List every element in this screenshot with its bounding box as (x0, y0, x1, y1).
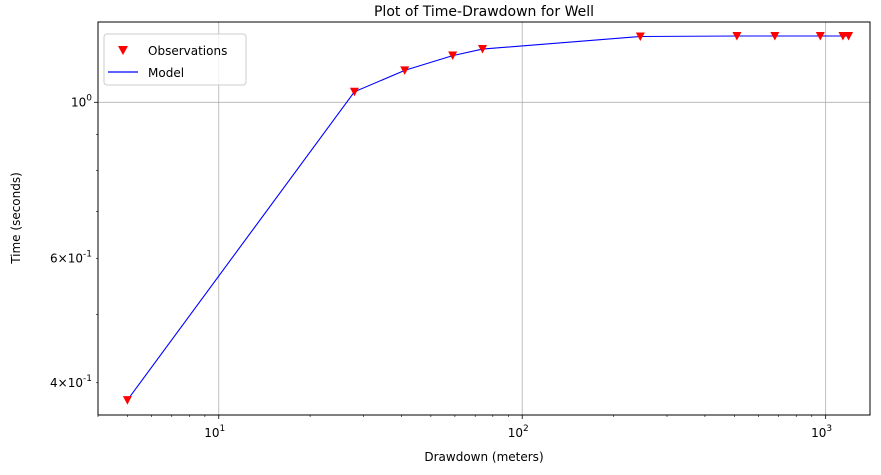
observation-point (838, 31, 848, 41)
plot-frame (97, 21, 871, 416)
observation-point (349, 87, 359, 97)
observation-point (732, 31, 742, 41)
x-axis-label: Drawdown (meters) (424, 450, 543, 464)
y-tick-label: 100 (71, 93, 92, 109)
legend-model-label: Model (148, 66, 184, 80)
legend-box (103, 33, 247, 86)
series (122, 31, 854, 405)
legend-observations-marker (118, 46, 128, 55)
observation-point (770, 31, 780, 41)
legend: Observations Model (103, 33, 247, 86)
observation-point (122, 396, 132, 405)
observation-point (478, 45, 488, 54)
y-tick-label: 4×10-1 (50, 374, 92, 390)
x-tick-label: 103 (811, 424, 832, 440)
observation-point (400, 66, 410, 75)
observation-point (815, 31, 825, 41)
observation-point (448, 51, 458, 61)
y-tick-label: 6×10-1 (50, 250, 92, 266)
chart-title: Plot of Time-Drawdown for Well (374, 4, 594, 20)
observation-point (844, 31, 854, 41)
legend-observations-label: Observations (148, 44, 227, 58)
x-tick-label: 102 (508, 424, 529, 440)
y-axis-label: Time (seconds) (9, 172, 23, 265)
x-tick-label: 101 (204, 424, 225, 440)
grid (98, 22, 870, 415)
observation-point (635, 32, 645, 41)
axis-ticks: 101 102 103 4×10-1 6×10-1 100 (50, 93, 832, 440)
